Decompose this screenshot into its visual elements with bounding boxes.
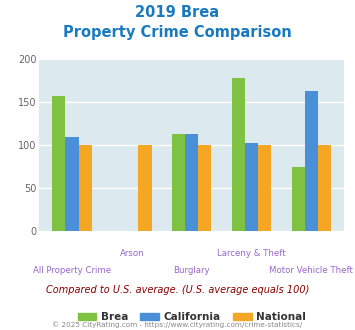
Bar [318,145,331,231]
Text: Burglary: Burglary [173,266,210,275]
Bar [232,78,245,231]
Text: © 2025 CityRating.com - https://www.cityrating.com/crime-statistics/: © 2025 CityRating.com - https://www.city… [53,322,302,328]
Bar [172,134,185,231]
Bar [245,143,258,231]
Bar [78,145,92,231]
Bar [305,91,318,231]
Text: Property Crime Comparison: Property Crime Comparison [63,25,292,40]
Bar [258,145,271,231]
Bar [185,134,198,231]
Text: Compared to U.S. average. (U.S. average equals 100): Compared to U.S. average. (U.S. average … [46,285,309,295]
Text: 2019 Brea: 2019 Brea [136,5,219,20]
Bar [52,96,65,231]
Text: All Property Crime: All Property Crime [33,266,111,275]
Bar [292,167,305,231]
Text: Larceny & Theft: Larceny & Theft [217,249,286,258]
Bar [138,145,152,231]
Bar [65,137,78,231]
Text: Arson: Arson [120,249,144,258]
Legend: Brea, California, National: Brea, California, National [73,308,310,327]
Bar [198,145,212,231]
Text: Motor Vehicle Theft: Motor Vehicle Theft [269,266,353,275]
